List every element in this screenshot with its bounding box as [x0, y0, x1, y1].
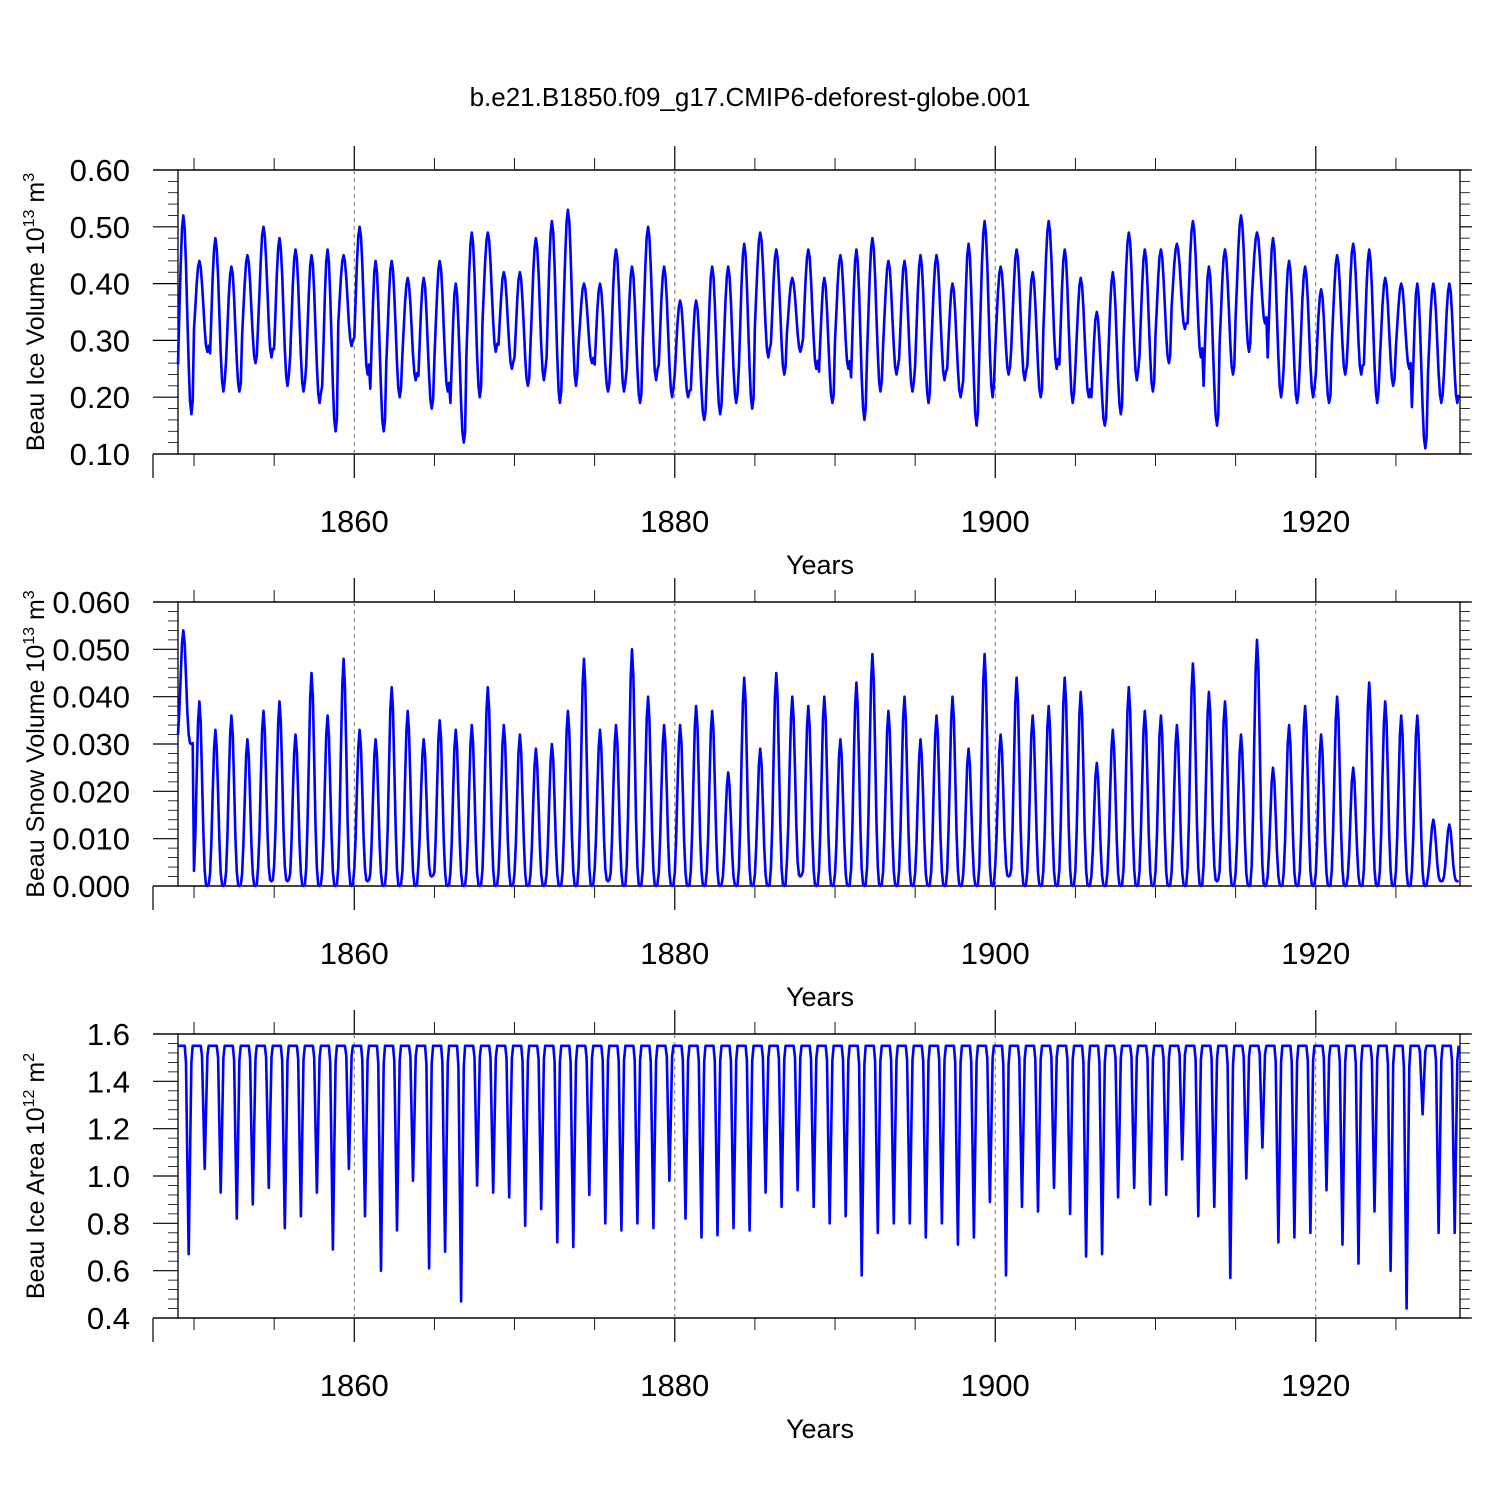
x-tick-label: 1900	[961, 504, 1030, 539]
y-tick-label: 0.000	[52, 869, 130, 904]
y-tick-label: 0.60	[70, 153, 130, 188]
y-axis-label: Beau Snow Volume 1013 m3	[21, 590, 50, 898]
y-tick-label: 0.060	[52, 585, 130, 620]
x-tick-label: 1880	[640, 504, 709, 539]
y-tick-label: 0.10	[70, 437, 130, 472]
x-axis-label: Years	[786, 1414, 854, 1444]
panel-ice-volume: 0.10 0.20 0.30 0.40 0.50 0.60 1860 1880 1900 1920…	[21, 146, 1472, 580]
y-tick-label: 0.30	[70, 323, 130, 358]
y-tick-label: 0.6	[87, 1254, 130, 1289]
x-tick-label: 1920	[1281, 936, 1350, 971]
x-tick-label: 1920	[1281, 504, 1350, 539]
panel-ice-area: 0.4 0.6 0.8 1.0 1.2 1.4 1.6 1860 1880 1900 1920 Yea…	[21, 1010, 1472, 1444]
x-axis-label: Years	[786, 550, 854, 580]
y-tick-label: 0.040	[52, 680, 130, 715]
y-tick-label: 0.010	[52, 822, 130, 857]
x-axis-label: Years	[786, 982, 854, 1012]
y-axis-label: Beau Ice Area 1012 m2	[21, 1053, 50, 1299]
y-tick-label: 0.4	[87, 1301, 130, 1336]
panel-snow-volume: 0.000 0.010 0.020 0.030 0.040 0.050 0.060 1860 1…	[21, 578, 1472, 1012]
x-tick-label: 1880	[640, 1368, 709, 1403]
y-axis-label-main: Beau Ice Area 10	[22, 1107, 50, 1299]
y-axis-label-unit: m	[22, 1062, 50, 1090]
x-tick-label: 1900	[961, 936, 1030, 971]
y-axis-label-unit-exponent: 3	[21, 173, 38, 182]
y-axis-label-exponent: 12	[21, 1089, 38, 1107]
series-line-ice-area	[178, 1044, 1460, 1310]
y-axis-label-exponent: 13	[21, 627, 38, 645]
x-tick-label: 1860	[320, 504, 389, 539]
y-axis-label-unit-exponent: 2	[21, 1053, 38, 1062]
y-tick-label: 1.6	[87, 1017, 130, 1052]
x-tick-label: 1900	[961, 1368, 1030, 1403]
y-axis-label-main: Beau Ice Volume 10	[22, 227, 50, 451]
plot-frame	[177, 1033, 1461, 1319]
y-axis-label-exponent: 13	[21, 209, 38, 227]
y-tick-label: 0.020	[52, 774, 130, 809]
series-line-snow-volume	[176, 629, 1460, 888]
x-tick-label: 1920	[1281, 1368, 1350, 1403]
y-tick-label: 1.4	[87, 1064, 130, 1099]
panels: 0.10 0.20 0.30 0.40 0.50 0.60 1860 1880 1900 1920…	[21, 146, 1472, 1444]
y-tick-label: 0.050	[52, 632, 130, 667]
y-axis-label-unit: m	[22, 599, 50, 627]
x-tick-label: 1860	[320, 936, 389, 971]
y-axis-label: Beau Ice Volume 1013 m3	[21, 173, 50, 451]
series-line-ice-volume	[176, 208, 1460, 450]
plot-frame	[177, 169, 1461, 455]
x-tick-label: 1860	[320, 1368, 389, 1403]
y-tick-label: 0.40	[70, 267, 130, 302]
y-axis-label-unit: m	[22, 182, 50, 210]
x-tick-label: 1880	[640, 936, 709, 971]
y-tick-label: 0.8	[87, 1206, 130, 1241]
chart-title: b.e21.B1850.f09_g17.CMIP6-deforest-globe…	[470, 82, 1031, 112]
y-tick-label: 0.50	[70, 210, 130, 245]
y-tick-label: 0.20	[70, 380, 130, 415]
y-axis-label-main: Beau Snow Volume 10	[22, 645, 50, 898]
y-tick-label: 0.030	[52, 727, 130, 762]
y-tick-label: 1.2	[87, 1112, 130, 1147]
y-axis-label-unit-exponent: 3	[21, 590, 38, 599]
y-tick-label: 1.0	[87, 1159, 130, 1194]
